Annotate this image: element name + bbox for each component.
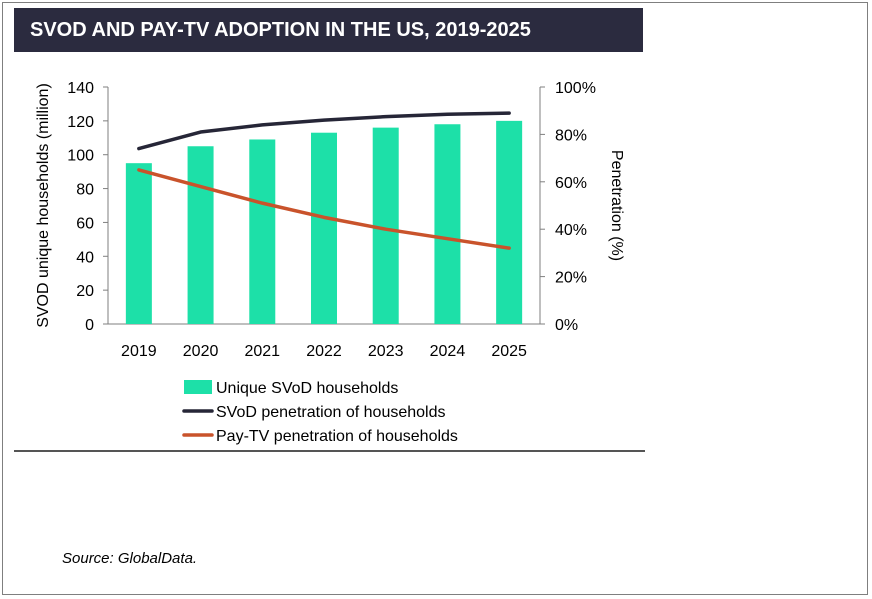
- x-axis-tick-label: 2022: [306, 343, 342, 360]
- svod-penetration-line: [137, 111, 511, 151]
- left-axis-tick-label: 140: [67, 80, 94, 97]
- right-axis-tick-label: 60%: [555, 175, 587, 192]
- legend-label-paytv-penetration: Pay-TV penetration of households: [216, 428, 458, 445]
- right-axis-tick-label: 40%: [555, 222, 587, 239]
- left-axis-tick-label: 20: [76, 283, 94, 300]
- x-axis-tick-label: 2019: [121, 343, 157, 360]
- left-axis-tick-label: 40: [76, 249, 94, 266]
- right-axis-tick-label: 20%: [555, 270, 587, 287]
- title-banner: SVOD AND PAY-TV ADOPTION IN THE US, 2019…: [14, 8, 643, 52]
- right-axis-tick-label: 100%: [555, 80, 596, 97]
- legend-swatch-bars: [184, 380, 212, 394]
- x-axis-tick-label: 2025: [491, 343, 527, 360]
- legend-label-svod-penetration: SVoD penetration of households: [216, 404, 446, 421]
- right-axis-title: Penetration (%): [608, 150, 625, 261]
- bottom-divider: [14, 450, 645, 452]
- source-note: Source: GlobalData.: [62, 550, 198, 567]
- x-axis-tick-label: 2024: [430, 343, 466, 360]
- legend-label-unique-svod: Unique SVoD households: [216, 380, 398, 397]
- left-axis-title: SVOD unique households (million): [35, 83, 52, 328]
- left-axis-tick-label: 100: [67, 148, 94, 165]
- bar-unique-svod-households: [187, 146, 214, 324]
- bar-unique-svod-households: [249, 139, 276, 324]
- left-axis-tick-label: 60: [76, 215, 94, 232]
- right-axis-tick-label: 0%: [555, 317, 578, 334]
- chart-title: SVOD AND PAY-TV ADOPTION IN THE US, 2019…: [30, 19, 531, 41]
- x-axis-tick-label: 2020: [183, 343, 219, 360]
- bar-unique-svod-households: [311, 132, 337, 324]
- left-axis-tick-label: 120: [67, 114, 94, 131]
- left-axis-tick-label: 0: [85, 317, 94, 334]
- bar-unique-svod-households: [125, 163, 152, 324]
- left-axis-tick-label: 80: [76, 182, 94, 199]
- bar-unique-svod-households: [434, 124, 461, 324]
- bar-unique-svod-households: [496, 120, 523, 324]
- paytv-penetration-line: [137, 168, 511, 250]
- x-axis-tick-label: 2023: [368, 343, 404, 360]
- right-axis-tick-label: 80%: [555, 127, 587, 144]
- x-axis-tick-label: 2021: [244, 343, 280, 360]
